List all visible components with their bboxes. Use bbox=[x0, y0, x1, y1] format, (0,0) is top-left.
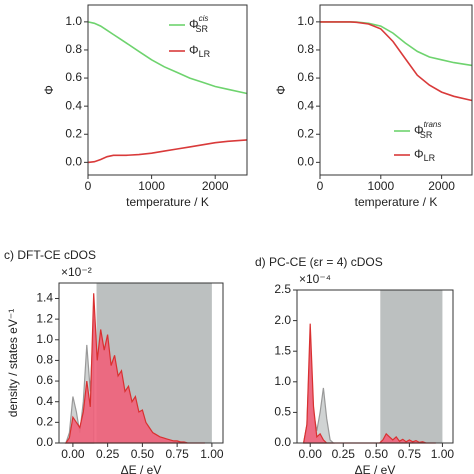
series-line bbox=[320, 21, 473, 102]
legend-symbol: Φ bbox=[414, 123, 424, 137]
x-tick-label: 0.50 bbox=[131, 447, 155, 461]
x-tick-label: 0 bbox=[317, 179, 324, 193]
legend-symbol: Φ bbox=[189, 43, 199, 57]
plot-frame bbox=[58, 282, 224, 444]
series-line bbox=[87, 139, 248, 164]
y-tick-label: 1.0 bbox=[274, 374, 291, 388]
x-axis-label: ΔE / eV bbox=[121, 463, 162, 474]
legend-subscript: SR bbox=[420, 130, 433, 140]
x-tick-label: 0.25 bbox=[96, 447, 120, 461]
legend-symbol: Φ bbox=[189, 17, 199, 31]
x-tick-label: 1000 bbox=[138, 179, 165, 193]
x-tick-label: 0.00 bbox=[61, 447, 85, 461]
y-axis-label: density / states eV⁻¹ bbox=[6, 309, 20, 417]
y-tick-label: 0.2 bbox=[297, 126, 314, 140]
x-axis-label: ΔE / eV bbox=[355, 463, 396, 474]
y-tick-label: 1.0 bbox=[65, 14, 82, 28]
y-tick-label: 0.2 bbox=[65, 126, 82, 140]
x-tick-label: 0 bbox=[85, 179, 92, 193]
x-axis-label: temperature / K bbox=[126, 195, 209, 209]
legend-symbol: Φ bbox=[414, 147, 424, 161]
x-tick-label: 1.00 bbox=[200, 447, 224, 461]
y-tick-label: 0.4 bbox=[65, 98, 82, 112]
y-tick-label: 0.6 bbox=[297, 70, 314, 84]
y-tick-label: 0.8 bbox=[65, 42, 82, 56]
y-tick-label: 0.4 bbox=[36, 394, 53, 408]
y-tick-label: 0.6 bbox=[36, 373, 53, 387]
legend-subscript: LR bbox=[424, 153, 436, 163]
y-tick-label: 2.5 bbox=[274, 282, 291, 296]
y-tick-label: 1.5 bbox=[274, 343, 291, 357]
y-tick-label: 0.0 bbox=[274, 435, 291, 449]
y-axis-label: Φ bbox=[42, 85, 56, 95]
legend-superscript: trans bbox=[424, 120, 442, 129]
y-tick-label: 0.0 bbox=[36, 435, 53, 449]
y-tick-label: 0.4 bbox=[297, 98, 314, 112]
legend-label: ΦLR bbox=[414, 147, 436, 163]
x-tick-label: 0.50 bbox=[365, 447, 389, 461]
x-tick-label: 0.75 bbox=[165, 447, 189, 461]
panel-title: c) DFT-CE cDOS bbox=[4, 248, 96, 262]
series-line bbox=[320, 21, 473, 67]
axis-multiplier: ×10⁻⁴ bbox=[299, 272, 331, 286]
density-area bbox=[64, 293, 205, 444]
legend-subscript: SR bbox=[195, 24, 208, 34]
x-tick-label: 2000 bbox=[202, 179, 229, 193]
y-tick-label: 1.4 bbox=[36, 291, 53, 305]
x-tick-label: 1.00 bbox=[431, 447, 455, 461]
legend-label: Φcis SR bbox=[189, 14, 208, 34]
plot-frame bbox=[87, 4, 248, 176]
x-axis-label: temperature / K bbox=[355, 195, 438, 209]
y-tick-label: 0.8 bbox=[36, 353, 53, 367]
plot-frame bbox=[296, 289, 454, 444]
panel-title: d) PC-CE (εr = 4) cDOS bbox=[255, 255, 383, 269]
plot-frame bbox=[319, 4, 473, 176]
y-tick-label: 1.0 bbox=[297, 14, 314, 28]
legend-subscript: LR bbox=[199, 49, 211, 59]
y-axis-label: Φ bbox=[274, 85, 288, 95]
x-tick-label: 1000 bbox=[367, 179, 394, 193]
y-tick-label: 0.8 bbox=[297, 42, 314, 56]
y-tick-label: 0.5 bbox=[274, 405, 291, 419]
shade-region bbox=[380, 290, 443, 443]
axis-multiplier: ×10⁻² bbox=[61, 265, 92, 279]
y-tick-label: 0.2 bbox=[36, 415, 53, 429]
x-tick-label: 0.25 bbox=[332, 447, 356, 461]
y-tick-label: 1.0 bbox=[36, 332, 53, 346]
y-tick-label: 0.6 bbox=[65, 70, 82, 84]
legend-label: Φtrans SR bbox=[414, 120, 441, 140]
x-tick-label: 0.75 bbox=[398, 447, 422, 461]
y-tick-label: 2.0 bbox=[274, 313, 291, 327]
y-tick-label: 0.0 bbox=[297, 155, 314, 169]
legend-superscript: cis bbox=[199, 14, 209, 23]
x-tick-label: 2000 bbox=[428, 179, 455, 193]
legend-label: ΦLR bbox=[189, 43, 211, 59]
y-tick-label: 1.2 bbox=[36, 311, 53, 325]
series-line bbox=[87, 21, 248, 95]
y-tick-label: 0.0 bbox=[65, 155, 82, 169]
x-tick-label: 0.00 bbox=[299, 447, 323, 461]
